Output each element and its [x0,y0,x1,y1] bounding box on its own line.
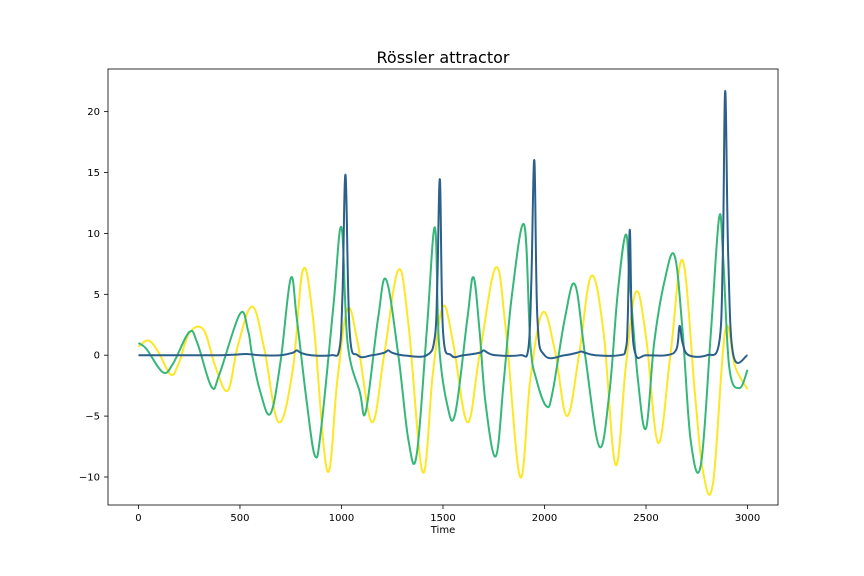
series-layer [137,89,749,496]
series-line-2 [137,213,749,474]
x-tick-label: 0 [135,513,141,524]
x-tick-label: 2000 [532,513,557,524]
axes-layer: 0 500 1000 1500 2000 2500 3000 −10 −5 0 5 10 15 20 [79,68,779,524]
x-tick-label: 1500 [430,513,455,524]
y-tick-label: 10 [87,229,100,240]
x-tick-label: 500 [230,513,249,524]
y-tick-label: −10 [79,472,100,483]
y-tick-label: 15 [87,168,100,179]
y-tick-label: 20 [87,107,100,118]
series-line-1 [137,259,749,496]
chart-title: Rössler attractor [377,48,510,67]
x-tick-label: 2500 [633,513,658,524]
x-axis-label: Time [430,525,455,536]
x-tick-label: 1000 [329,513,354,524]
y-tick-label: 0 [94,351,100,362]
y-tick-label: 5 [94,290,100,301]
x-tick-label: 3000 [735,513,760,524]
series-line-3 [138,89,749,364]
y-tick-label: −5 [85,412,100,423]
